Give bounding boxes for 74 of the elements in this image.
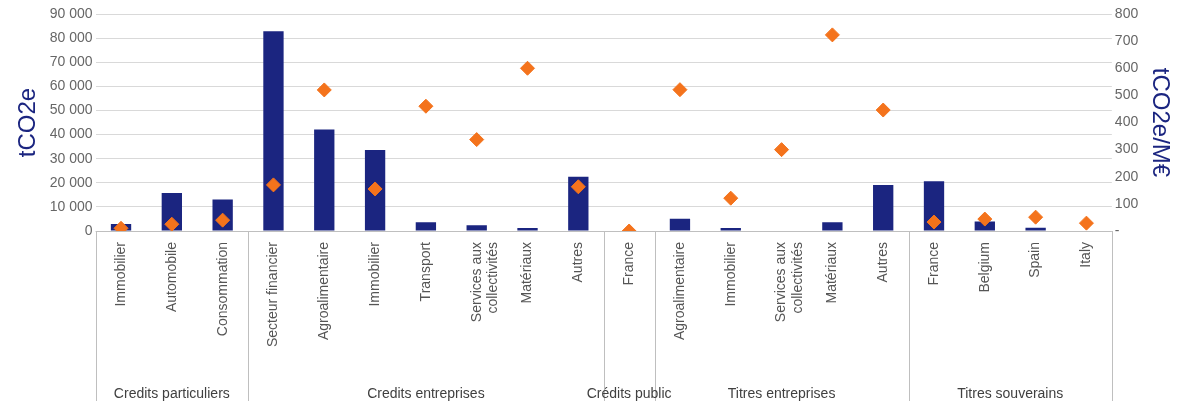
point [977,211,993,227]
y-tick-label: 50 000 [49,101,93,118]
y-tick-label: 60 000 [49,77,93,94]
x-tick-label: Immobilier [365,241,382,307]
y-tick-label: 70 000 [49,53,93,70]
bar [822,222,843,231]
point [926,214,942,230]
y2-tick-label: 200 [1114,167,1139,184]
point [469,132,485,148]
bar [669,218,691,231]
point [1028,209,1044,225]
bar [873,184,894,231]
y2-axis-title: tCO2e/M€ [1147,67,1175,178]
x-tick-label: Matériaux [823,242,840,304]
x-tick-label: Spain [1026,242,1043,278]
text: Titres entreprises [727,384,836,401]
x-tick-label: Services aux collectivités [772,242,806,323]
point [824,27,840,43]
x-tick-label: Belgium [975,242,992,293]
y2-tick-label: 300 [1114,140,1139,157]
point [1078,215,1094,231]
x-tick-label: Agroalimentaire [670,241,687,341]
y2-tick-label: - [1114,221,1120,238]
text: Crédits public [586,384,672,401]
x-tick-label: Automobile [162,241,179,313]
x-tick-label: Consommation [213,242,230,337]
y-tick-label: 90 000 [49,4,93,21]
point [875,102,891,118]
point [418,98,434,114]
bar [415,222,437,231]
bar [1025,227,1046,231]
point [164,216,180,231]
x-tick-label: France [924,241,941,286]
text: Credits particuliers [113,384,230,401]
y-tick-label: 20 000 [49,173,93,190]
x-tick-label: France [620,241,636,286]
bar [720,228,741,231]
bar [466,225,487,231]
x-tick-label: Immobilier [111,241,128,307]
y2-tick-label: 500 [1114,86,1139,103]
point [723,190,739,206]
point [520,60,536,76]
x-tick-label: Autres [569,242,586,283]
y2-tick-label: 100 [1114,194,1139,211]
x-tick-label: Italy [1077,242,1094,268]
point [316,82,332,98]
y-tick-label: 40 000 [49,125,93,142]
text: Credits entreprises [367,384,485,401]
bar [263,31,284,231]
y2-tick-label: 700 [1114,31,1139,48]
x-tick-label: Autres [874,242,891,283]
point [570,179,586,195]
y-tick-label: 0 [84,221,93,238]
y2-tick-label: 400 [1114,113,1139,130]
text: Titres souverains [957,384,1064,401]
y-tick-label: 30 000 [49,149,93,166]
y-tick-label: 10 000 [49,197,93,214]
x-tick-label: Agroalimentaire [315,241,332,341]
point [672,82,688,98]
bar [517,228,538,231]
y-tick-label: 80 000 [49,28,93,45]
bar [314,129,335,231]
point [265,177,281,193]
y2-tick-label: 600 [1114,59,1139,76]
x-tick-label: Services aux collectivités [467,242,501,323]
point [774,142,790,158]
x-tick-label: Matériaux [518,242,535,304]
point [367,181,383,197]
x-tick-label: Transport [416,241,433,302]
y2-tick-label: 800 [1114,4,1139,21]
x-tick-label: Immobilier [721,241,738,307]
bar [364,149,386,231]
y-axis-title: tCO2e [13,87,41,158]
x-tick-label: Secteur financier [264,241,281,348]
